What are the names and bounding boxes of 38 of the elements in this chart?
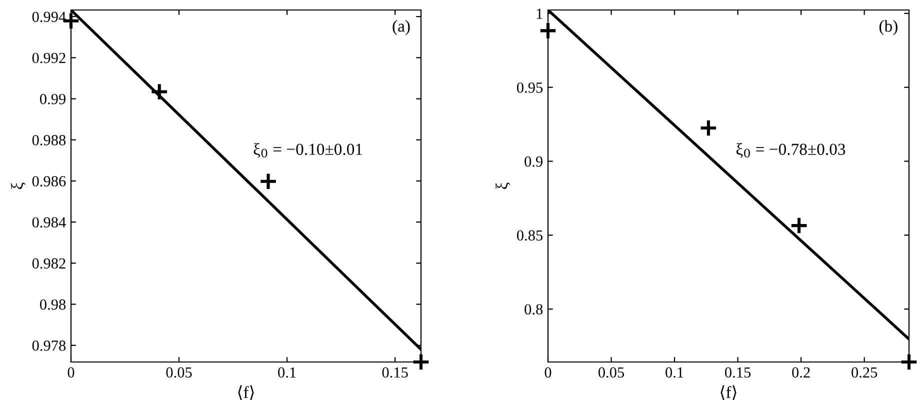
y-tick-label: 0.98 [40, 299, 66, 310]
y-tick-label: 0.986 [32, 176, 66, 186]
x-tick-label: 0.05 [166, 367, 192, 378]
annotation: ξ$_{0}$ = −0.78±0.03 [736, 143, 846, 158]
y-tick-label: 0.982 [32, 258, 66, 269]
point [900, 352, 918, 372]
annotation: (a) [392, 20, 410, 36]
x-tick-label: 0.15 [725, 367, 751, 378]
y-tick-label: 0.95 [516, 82, 543, 93]
y-tick-label: 0.99 [40, 94, 66, 104]
x-tick-label: 0.15 [382, 367, 408, 378]
y-tick-label: 0.978 [32, 340, 66, 351]
annotation: (b) [879, 20, 898, 36]
x-tick-label: 0.2 [792, 367, 810, 378]
point [699, 118, 718, 138]
y-tick-label: 0.988 [32, 135, 66, 146]
x-tick-label: 0 [544, 367, 552, 378]
point [790, 216, 808, 235]
y-tick-label: 0.994 [32, 12, 66, 22]
point [538, 22, 558, 40]
x-tick-label: 0 [68, 367, 74, 378]
x-axis-title: ⟨f⟩ [720, 385, 736, 400]
annotation: ξ$_{0}$ = −0.10±0.01 [254, 143, 362, 158]
x-tick-label: 0.1 [666, 367, 684, 378]
y-tick-label: 0.992 [32, 52, 66, 64]
y-tick-label: 0.984 [32, 217, 66, 228]
x-tick-label: 0.1 [278, 367, 296, 378]
point [259, 172, 278, 191]
x-tick-label: 0.25 [852, 367, 878, 378]
y-axis-title: ξ [496, 182, 510, 189]
x-tick-label: 0.05 [598, 367, 624, 378]
y-tick-label: 0.85 [516, 230, 543, 241]
y-tick-label: 0.8 [524, 304, 543, 315]
x-axis-title: ⟨f⟩ [238, 385, 254, 400]
point [150, 82, 169, 101]
y-tick-label: 1 [536, 8, 542, 19]
y-tick-label: 0.9 [524, 156, 543, 167]
y-axis-title: ξ [11, 182, 26, 189]
